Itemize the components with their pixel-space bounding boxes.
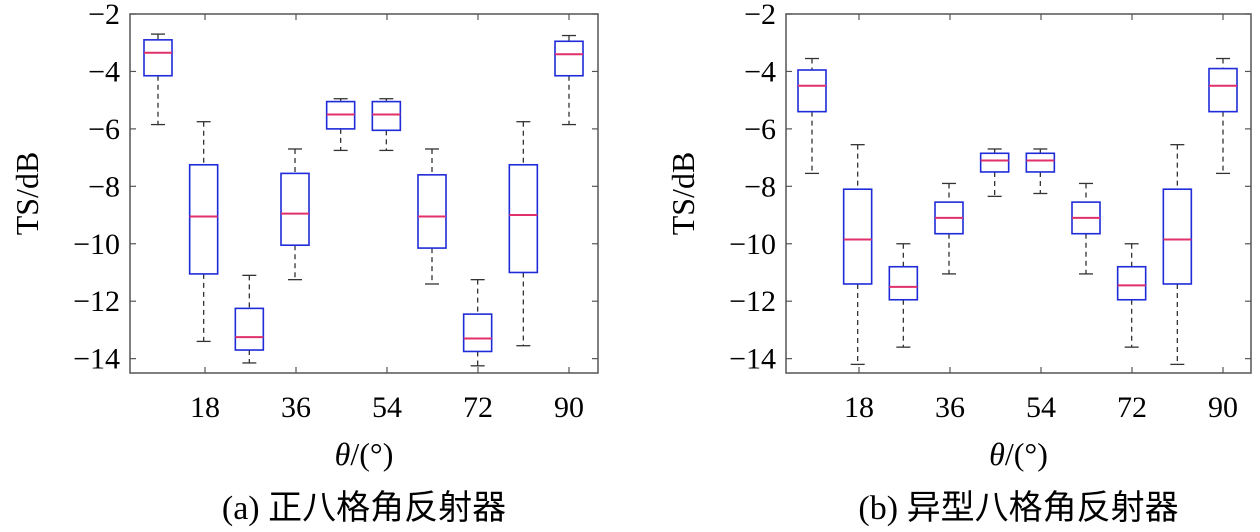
y-tick-label: −12 xyxy=(73,285,120,318)
y-tick-label: −2 xyxy=(88,0,120,31)
box-72 xyxy=(508,121,539,347)
y-tick-label: −8 xyxy=(88,170,120,203)
x-tick-label: 18 xyxy=(844,391,874,424)
y-tick-label: −4 xyxy=(744,55,776,88)
iqr-box xyxy=(508,163,539,274)
x-tick-label: 90 xyxy=(1208,391,1238,424)
iqr-box xyxy=(417,174,447,249)
box-9 xyxy=(842,144,873,366)
iqr-box xyxy=(234,307,265,351)
panel-caption: (b) 异型八格角反射器 xyxy=(858,489,1178,527)
box-0 xyxy=(797,57,827,175)
x-tick-label: 72 xyxy=(1117,391,1147,424)
plot-frame xyxy=(129,13,599,374)
boxplot-panel-a: −2 −4 −6 −8 −10 −12 −14 18 36 54 72 90 TS/dB θ/(°) (a)… xyxy=(9,0,599,527)
iqr-box xyxy=(1116,265,1147,301)
boxplot-panel-b: −2 −4 −6 −8 −10 −12 −14 18 36 54 72 90 TS/dB θ/(°) (b)… xyxy=(665,0,1252,527)
panel-caption: (a) 正八格角反射器 xyxy=(222,489,506,527)
box-18 xyxy=(888,243,919,348)
iqr-box xyxy=(188,163,219,275)
y-axis-label: TS/dB xyxy=(665,152,701,236)
box-36 xyxy=(325,98,356,152)
box-9 xyxy=(188,121,219,343)
y-tick-label: −14 xyxy=(73,343,120,376)
box-27 xyxy=(280,148,310,281)
iqr-box xyxy=(979,152,1010,173)
x-tick-label: 54 xyxy=(372,391,402,424)
iqr-box xyxy=(1208,67,1238,113)
y-tick-label: −12 xyxy=(729,285,776,318)
iqr-box xyxy=(554,40,584,77)
box-45 xyxy=(371,98,402,152)
x-axis-label-unit: /(°) xyxy=(350,436,393,472)
x-tick-label: 54 xyxy=(1026,391,1056,424)
iqr-box xyxy=(1162,188,1193,285)
iqr-box xyxy=(888,265,919,301)
x-axis-label-unit: /(°) xyxy=(1005,436,1048,472)
y-axis-label: TS/dB xyxy=(9,152,45,236)
box-36 xyxy=(979,148,1010,198)
iqr-box xyxy=(280,172,310,246)
x-axis-label: θ/(°) xyxy=(989,436,1048,472)
box-54 xyxy=(1071,182,1101,275)
x-axis-label: θ/(°) xyxy=(335,436,394,472)
y-tick-label: −14 xyxy=(729,343,776,376)
x-tick-label: 90 xyxy=(554,391,584,424)
iqr-box xyxy=(842,188,873,285)
box-72 xyxy=(1162,144,1193,366)
x-tick-label: 72 xyxy=(463,391,493,424)
box-27 xyxy=(934,182,964,275)
box-81 xyxy=(1208,57,1238,175)
box-81 xyxy=(554,34,584,126)
box-0 xyxy=(143,33,173,126)
y-tick-label: −10 xyxy=(729,228,776,261)
x-axis-label-theta: θ xyxy=(989,436,1005,472)
iqr-box xyxy=(371,100,402,132)
y-tick-label: −10 xyxy=(73,228,120,261)
x-tick-label: 36 xyxy=(281,391,311,424)
iqr-box xyxy=(797,69,827,113)
iqr-box xyxy=(462,313,493,353)
x-tick-label: 18 xyxy=(190,391,220,424)
x-tick-label: 36 xyxy=(935,391,965,424)
y-tick-label: −4 xyxy=(88,55,120,88)
box-54 xyxy=(417,148,447,285)
y-tick-label: −8 xyxy=(744,170,776,203)
y-tick-label: −6 xyxy=(744,113,776,146)
iqr-box xyxy=(143,39,173,77)
x-axis-label-theta: θ xyxy=(335,436,351,472)
y-tick-label: −2 xyxy=(744,0,776,31)
box-18 xyxy=(234,274,265,364)
y-tick-label: −6 xyxy=(88,113,120,146)
plot-frame xyxy=(785,13,1252,374)
box-63 xyxy=(1116,243,1147,348)
iqr-box xyxy=(1025,152,1056,173)
box-45 xyxy=(1025,148,1056,195)
box-63 xyxy=(462,279,493,367)
